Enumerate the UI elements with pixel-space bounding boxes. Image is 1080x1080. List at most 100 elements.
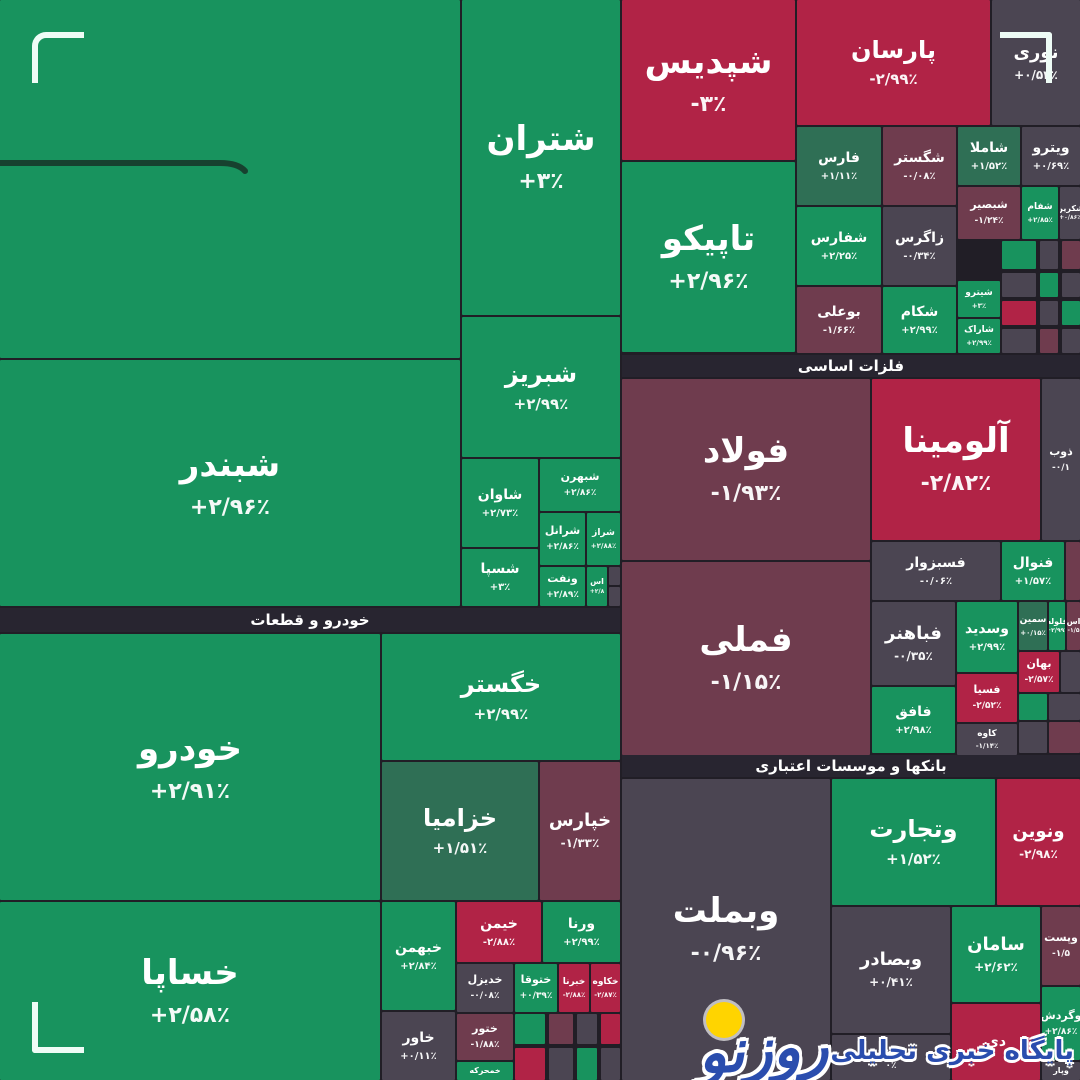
- stock-tile-small[interactable]: [549, 1048, 573, 1080]
- stock-tile[interactable]: خپارس -۱/۳۳٪: [540, 762, 620, 900]
- stock-tile[interactable]: خکاوه -۲/۸۷٪: [591, 964, 620, 1012]
- stock-tile[interactable]: شبریز +۲/۹۹٪: [462, 317, 620, 457]
- stock-tile-small[interactable]: [1002, 329, 1036, 353]
- stock-tile-small[interactable]: [515, 1014, 545, 1044]
- stock-tile-small[interactable]: [549, 1014, 573, 1044]
- stock-tile[interactable]: وسدید +۲/۹۹٪: [957, 602, 1017, 672]
- stock-tile[interactable]: خساپا +۲/۵۸٪: [0, 902, 380, 1080]
- stock-tile[interactable]: فولاد -۱/۹۳٪: [622, 379, 870, 560]
- stock-tile[interactable]: شاراک +۲/۹۹٪: [958, 319, 1000, 353]
- stock-tile[interactable]: خاور +۰/۱۱٪: [382, 1012, 455, 1080]
- stock-tile[interactable]: ختور -۱/۸۸٪: [457, 1014, 513, 1060]
- stock-tile-small[interactable]: [1019, 722, 1047, 753]
- stock-tile[interactable]: تاپیکو +۲/۹۶٪: [622, 162, 795, 352]
- stock-tile-small[interactable]: [515, 1048, 545, 1080]
- stock-tile[interactable]: فسبزوار -۰/۰۶٪: [872, 542, 1000, 600]
- stock-tile[interactable]: وبملت -۰/۹۶٪: [622, 779, 830, 1080]
- stock-symbol: دی: [986, 1033, 1007, 1050]
- stock-tile-small[interactable]: [601, 1014, 620, 1044]
- stock-tile[interactable]: اس -۱/۵: [1067, 602, 1080, 650]
- stock-tile-small[interactable]: [1002, 273, 1036, 297]
- stock-tile[interactable]: شبهرن +۲/۸۶٪: [540, 459, 620, 511]
- stock-tile[interactable]: کاوه -۱/۱۴٪: [957, 724, 1017, 755]
- stock-tile[interactable]: زاگرس -۰/۳۴٪: [883, 207, 956, 285]
- stock-tile[interactable]: فارس +۱/۱۱٪: [797, 127, 881, 205]
- stock-tile-small[interactable]: [1040, 301, 1058, 325]
- stock-tile[interactable]: خبرنا -۲/۸۸٪: [559, 964, 589, 1012]
- stock-tile[interactable]: خیمن -۲/۸۸٪: [457, 902, 541, 962]
- stock-tile-small[interactable]: [609, 587, 620, 606]
- stock-tile[interactable]: شتران +۳٪: [462, 0, 620, 315]
- stock-tile[interactable]: اس +۲/۸: [587, 567, 607, 606]
- stock-tile[interactable]: سامان +۲/۶۲٪: [952, 907, 1040, 1002]
- stock-tile[interactable]: شراز +۲/۸۸٪: [587, 513, 620, 565]
- stock-tile[interactable]: ورنا +۲/۹۹٪: [543, 902, 620, 962]
- stock-tile-small[interactable]: [577, 1048, 597, 1080]
- stock-tile-small[interactable]: [1040, 329, 1058, 353]
- stock-tile[interactable]: شرانل +۲/۸۶٪: [540, 513, 585, 565]
- stock-tile[interactable]: [0, 0, 460, 358]
- stock-tile[interactable]: شبصیر -۱/۲۴٪: [958, 187, 1020, 239]
- stock-symbol: ویترو: [1032, 139, 1070, 156]
- stock-tile[interactable]: خزامیا +۱/۵۱٪: [382, 762, 538, 900]
- stock-tile-small[interactable]: [1040, 273, 1058, 297]
- stock-tile[interactable]: ونفت +۲/۸۹٪: [540, 567, 585, 606]
- stock-tile[interactable]: بوعلی -۱/۶۶٪: [797, 287, 881, 353]
- stock-tile-small[interactable]: [609, 567, 620, 585]
- stock-tile[interactable]: پارسان -۲/۹۹٪: [797, 0, 990, 125]
- stock-tile-small[interactable]: [1002, 301, 1036, 325]
- stock-tile[interactable]: خبهمن +۲/۸۴٪: [382, 902, 455, 1010]
- stock-tile[interactable]: ذوب -۰/۱: [1042, 379, 1080, 540]
- stock-tile-small[interactable]: [601, 1048, 620, 1080]
- stock-tile[interactable]: فباهنر -۰/۳۵٪: [872, 602, 955, 685]
- stock-tile-small[interactable]: [1040, 241, 1058, 269]
- stock-tile[interactable]: شاملا +۱/۵۲٪: [958, 127, 1020, 185]
- stock-tile[interactable]: شپدیس -۳٪: [622, 0, 795, 160]
- stock-tile[interactable]: وگردش +۲/۸۶٪: [1042, 987, 1080, 1060]
- stock-symbol: بهان: [1026, 657, 1052, 671]
- stock-tile[interactable]: شبندر +۲/۹۶٪: [0, 360, 460, 606]
- stock-symbol: فسبزوار: [906, 554, 966, 571]
- stock-tile[interactable]: آلومینا -۲/۸۲٪: [872, 379, 1040, 540]
- stock-tile-small[interactable]: [1049, 722, 1080, 753]
- stock-tile-small[interactable]: [577, 1014, 597, 1044]
- stock-tile[interactable]: ختوقا +۰/۳۹٪: [515, 964, 557, 1012]
- stock-tile[interactable]: فافق +۲/۹۸٪: [872, 687, 955, 753]
- stock-tile-small[interactable]: [1061, 652, 1080, 692]
- stock-tile[interactable]: ونوین -۲/۹۸٪: [997, 779, 1080, 905]
- stock-tile[interactable]: فملی -۱/۱۵٪: [622, 562, 870, 755]
- stock-tile[interactable]: خودرو +۲/۹۱٪: [0, 634, 380, 900]
- stock-tile[interactable]: دی: [952, 1004, 1040, 1080]
- stock-tile-small[interactable]: [1019, 694, 1047, 720]
- stock-tile[interactable]: خمحرکه: [457, 1062, 513, 1080]
- stock-tile[interactable]: فلوله+۲/۹۹٪: [1049, 602, 1065, 650]
- stock-tile[interactable]: شگستر -۰/۰۸٪: [883, 127, 956, 205]
- stock-tile-small[interactable]: [1062, 241, 1080, 269]
- stock-tile[interactable]: شیترو +۳٪: [958, 281, 1000, 317]
- stock-tile[interactable]: خگستر +۲/۹۹٪: [382, 634, 620, 760]
- stock-tile[interactable]: شسپا +۳٪: [462, 549, 538, 606]
- stock-tile[interactable]: فسیا -۲/۵۲٪: [957, 674, 1017, 722]
- stock-tile[interactable]: شاوان +۲/۷۳٪: [462, 459, 538, 547]
- stock-change: -۱/۲۴٪: [974, 216, 1004, 227]
- stock-tile-small[interactable]: [1062, 273, 1080, 297]
- stock-tile[interactable]: شکام +۲/۹۹٪: [883, 287, 956, 353]
- stock-tile-small[interactable]: [1062, 301, 1080, 325]
- stock-tile-small[interactable]: [1049, 694, 1080, 720]
- stock-tile[interactable]: وتجارت +۱/۵۲٪: [832, 779, 995, 905]
- stock-tile[interactable]: سمین +۰/۱۵٪: [1019, 602, 1047, 650]
- stock-tile[interactable]: فنوال +۱/۵۷٪: [1002, 542, 1064, 600]
- stock-tile[interactable]: شفام +۲/۸۵٪: [1022, 187, 1058, 239]
- stock-tile[interactable]: وپار: [1042, 1062, 1080, 1080]
- stock-tile-small[interactable]: [1062, 329, 1080, 353]
- stock-tile[interactable]: وشهر ۰٪: [832, 1035, 950, 1080]
- stock-tile[interactable]: شکرین+۰/۸۶٪: [1060, 187, 1080, 239]
- stock-tile[interactable]: وبصادر +۰/۴۱٪: [832, 907, 950, 1033]
- stock-tile[interactable]: وپست -۱/۵: [1042, 907, 1080, 985]
- stock-tile-small[interactable]: [1002, 241, 1036, 269]
- stock-tile[interactable]: ویترو +۰/۶۹٪: [1022, 127, 1080, 185]
- stock-tile-small[interactable]: [1066, 542, 1080, 600]
- stock-tile[interactable]: بهان -۲/۵۷٪: [1019, 652, 1059, 692]
- stock-tile[interactable]: شفارس +۲/۲۵٪: [797, 207, 881, 285]
- stock-tile[interactable]: خدیزل -۰/۰۸٪: [457, 964, 513, 1012]
